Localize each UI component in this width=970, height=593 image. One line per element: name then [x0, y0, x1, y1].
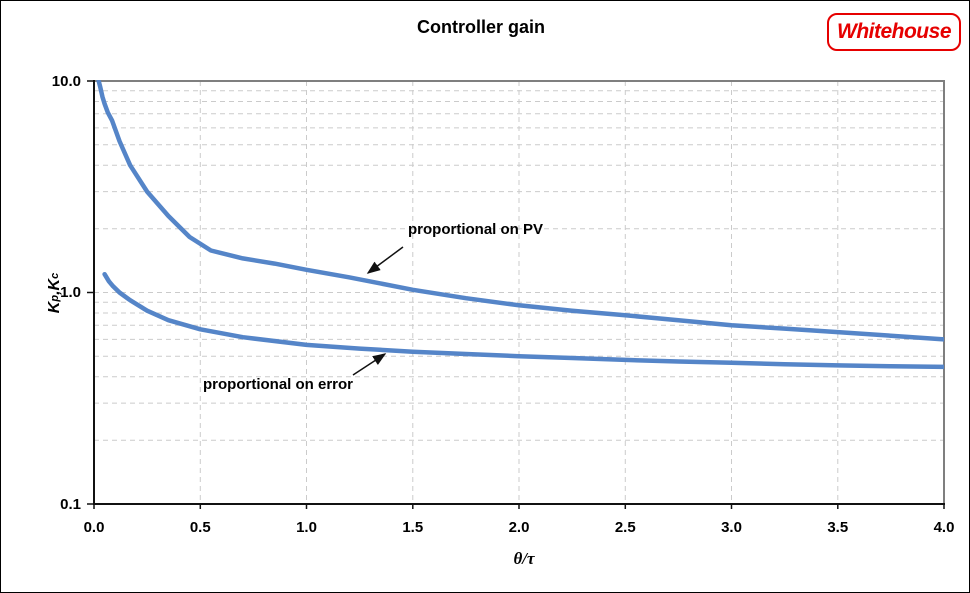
- annotation-proportional-on-error: proportional on error: [203, 376, 353, 393]
- x-axis-title: θ/τ: [513, 549, 535, 568]
- curve-proportional-on-error: [102, 271, 944, 370]
- x-tick-label: 3.5: [827, 519, 849, 536]
- annotation-proportional-on-pv: proportional on PV: [408, 221, 543, 238]
- y-tick-label: 0.1: [60, 495, 81, 513]
- chart-title: Controller gain: [416, 17, 545, 37]
- x-tick-label: 1.5: [402, 519, 424, 536]
- arrow-to-error-curve: [352, 353, 387, 376]
- whitehouse-logo: Whitehouse: [827, 13, 961, 51]
- x-tick-label: 0.5: [189, 519, 211, 536]
- x-tick-label: 4.0: [933, 519, 955, 536]
- arrow-to-pv-curve: [366, 246, 404, 274]
- x-tick-label: 1.0: [296, 519, 317, 536]
- curve-proportional-on-PV: [96, 80, 944, 342]
- x-tick-label: 2.5: [614, 519, 636, 536]
- x-tick-label: 0.0: [83, 519, 105, 536]
- y-tick-label: 10.0: [51, 72, 81, 90]
- x-tick-label: 2.0: [508, 519, 530, 536]
- x-tick-label: 3.0: [721, 519, 742, 536]
- y-axis-title-k1: K: [46, 301, 63, 314]
- whitehouse-logo-text: Whitehouse: [837, 20, 952, 43]
- y-tick-label: 1.0: [60, 284, 81, 301]
- y-axis-title-sub-c: c: [49, 272, 61, 279]
